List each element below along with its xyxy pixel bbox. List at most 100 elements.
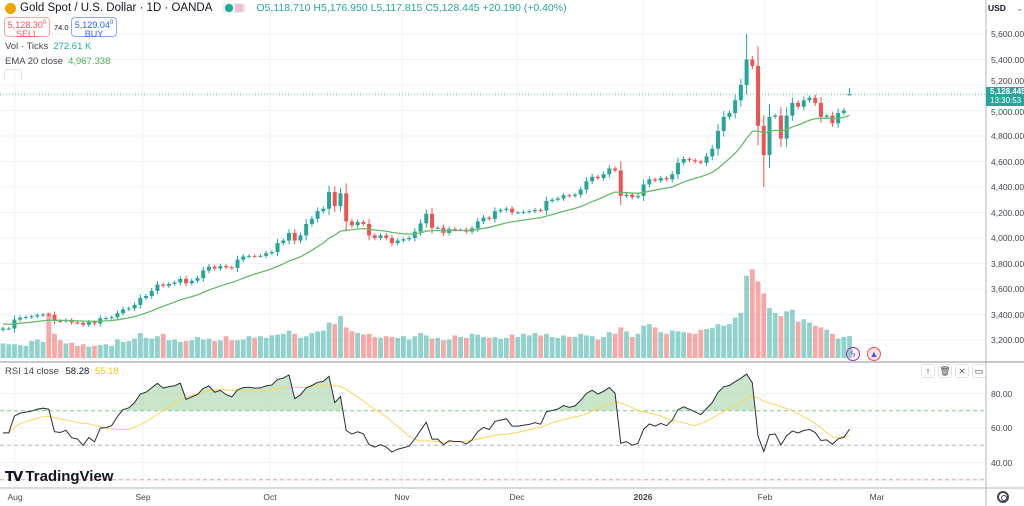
volume-bar [280,333,286,358]
candle-body [504,208,509,210]
candle-body [744,59,749,85]
candle-body [778,115,783,139]
volume-bar [223,336,229,358]
candle-body [412,231,417,238]
volume-legend[interactable]: Vol · Ticks 272.61 K [5,41,91,52]
ema-legend[interactable]: EMA 20 close 4,967.338 [5,56,110,67]
candle-body [704,156,709,163]
volume-bar [458,337,463,358]
candle-body [550,199,555,202]
gear-icon[interactable] [997,491,1009,503]
volume-bar [286,330,292,358]
volume-bar [137,333,143,358]
price-tick-label: 5,600.000 [991,29,1024,39]
candle-body [389,238,394,244]
symbol-header: Gold Spot / U.S. Dollar · 1D · OANDA O5,… [5,2,567,14]
candle-body [309,218,314,224]
last-price-value: 5,128.445 [990,87,1024,96]
sell-button[interactable]: 5,128.300 SELL [4,17,50,39]
volume-bar [132,338,137,358]
candle-body [46,314,51,316]
candle-body [738,85,743,101]
move-pane-up-icon[interactable]: ↑ [921,364,935,378]
symbol-title[interactable]: Gold Spot / U.S. Dollar · 1D · OANDA [20,2,213,14]
volume-bar [160,333,166,358]
collapse-pane-icon[interactable]: ⨯ [955,364,969,378]
candle-body [475,221,480,229]
currency-selector[interactable]: USD ⌄ [988,3,1023,14]
volume-label: Vol · Ticks [5,41,49,52]
volume-bar [63,343,69,358]
volume-bar [772,312,778,358]
candle-body [733,100,738,114]
candle-body [109,317,114,319]
volume-bar [606,332,612,358]
rsi-line [3,373,850,453]
candle-body [258,255,263,257]
candle-body [818,102,823,117]
candle-body [401,239,406,241]
volume-bar [6,344,12,358]
candle-body [532,209,537,212]
market-status[interactable] [222,3,247,13]
change-value: +20.190 (+0.40%) [482,2,567,14]
collapse-legend-button[interactable] [4,69,22,79]
tradingview-logo[interactable]: 𝗧𝗩 TradingView [5,468,113,485]
delete-pane-icon[interactable]: 🗑 [938,364,952,378]
volume-bar [229,340,235,358]
volume-bar [246,336,252,358]
volume-bar [658,332,664,358]
candle-body [252,255,257,257]
ema-label: EMA 20 close [5,56,64,67]
time-tick-label: Oct [263,492,277,502]
buy-button[interactable]: 5,129.040 BUY [71,17,117,39]
volume-bar [360,334,366,358]
volume-bar [692,333,698,358]
volume-bar [172,339,177,358]
volume-bar [824,329,830,358]
volume-bar [755,281,761,358]
candle-body [321,208,326,212]
candle-body [92,322,97,324]
volume-bar [744,275,749,358]
volume-bar [532,333,538,358]
price-tick-label: 5,200.000 [991,76,1024,86]
volume-bar [389,337,395,358]
market-open-icon [225,4,234,12]
candle-body [435,227,440,229]
price-tick-label: 4,800.000 [991,131,1024,141]
candle-body [18,317,23,320]
candle-body [498,209,503,212]
candle-body [693,160,698,162]
volume-bar [784,311,790,358]
volume-bar [572,337,578,358]
volume-bar [252,337,258,358]
tv-logo-icon: 𝗧𝗩 [5,468,23,484]
candle-body [327,192,332,209]
rsi-ma-value: 55.18 [94,366,119,377]
maximize-pane-icon[interactable]: ▭ [972,364,986,378]
volume-bar [578,333,584,358]
volume-bar [589,336,595,358]
candle-body [784,115,789,139]
candle-body [487,217,492,219]
volume-bar [789,309,795,358]
volume-bar [749,269,755,358]
candle-body [218,266,223,269]
volume-bar [366,333,372,358]
volume-bar [566,337,572,358]
rsi-legend[interactable]: RSI 14 close 58.28 55.18 [5,366,119,377]
volume-bar [435,337,441,358]
volume-bar [555,337,561,358]
rsi-tick-label: 60.00 [991,423,1013,433]
price-tick-label: 4,600.000 [991,156,1024,167]
sell-label: SELL [15,29,39,39]
candle-body [149,290,154,297]
lightning-event-icon[interactable]: ϟ [846,347,860,361]
volume-bar [177,341,183,358]
volume-bar [624,331,629,358]
candle-body [658,178,663,181]
volume-bar [818,327,824,358]
us-flag-event-icon[interactable]: ▲ [867,347,881,361]
